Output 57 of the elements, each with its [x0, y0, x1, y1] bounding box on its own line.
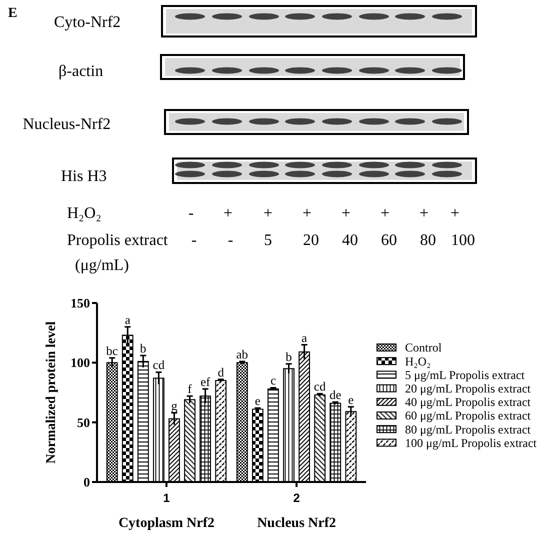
x-tick-label: 1: [163, 491, 170, 505]
text: H₂O₂: [67, 205, 102, 222]
text: 5: [264, 232, 272, 249]
legend-label: 40 μg/mL Propolis extract: [405, 395, 532, 410]
text: 60: [381, 232, 397, 249]
data-label: ef: [200, 374, 211, 389]
data-label: de: [329, 388, 342, 402]
text: Nucleus Nrf2: [257, 516, 336, 531]
text: -: [191, 232, 197, 249]
data-label: b: [286, 350, 292, 364]
data-label: e: [254, 394, 261, 408]
text: +: [302, 205, 312, 222]
text: Nucleus-Nrf2: [22, 116, 111, 133]
text: (μg/mL): [75, 257, 129, 274]
data-label: cd: [314, 380, 326, 394]
data-label: a: [302, 330, 308, 345]
data-label: g: [171, 398, 178, 413]
data-label: bc: [106, 344, 118, 358]
y-tick-label: 150: [70, 296, 90, 311]
legend-label: H₂O₂: [405, 354, 431, 368]
legend-label: 20 μg/mL Propolis extract: [405, 382, 532, 396]
text: +: [380, 205, 390, 222]
data-label: d: [218, 365, 225, 380]
data-label: cd: [152, 358, 166, 372]
y-tick-label: 0: [84, 474, 90, 490]
data-label: ab: [236, 347, 248, 362]
legend-label: 5 μg/mL Propolis extract: [405, 368, 526, 382]
text: 20: [303, 232, 319, 249]
text: 40: [342, 232, 358, 249]
text: Cyto-Nrf2: [54, 14, 121, 31]
data-label: b: [140, 342, 146, 356]
y-axis-title: Normalized protein level: [43, 321, 58, 464]
text: β-actin: [58, 63, 104, 80]
text: E: [8, 6, 18, 21]
text: -: [188, 205, 194, 222]
legend-label: 100 μg/mL Propolis extract: [405, 436, 538, 450]
text: 100: [451, 232, 475, 249]
text: +: [419, 205, 429, 222]
text: Propolis extract: [67, 232, 168, 249]
text: +: [263, 205, 273, 222]
text: +: [450, 205, 460, 222]
legend-label: 80 μg/mL Propolis extract: [405, 422, 532, 436]
text: -: [228, 232, 234, 249]
data-label: f: [188, 382, 193, 396]
data-label: e: [348, 392, 354, 407]
text: His H3: [61, 168, 107, 185]
text: +: [341, 205, 351, 222]
y-tick-label: 100: [70, 355, 90, 370]
data-label: c: [270, 374, 276, 388]
text: +: [223, 205, 233, 222]
legend-label: 60 μg/mL Propolis extract: [405, 408, 532, 423]
data-label: a: [124, 312, 131, 327]
text: 80: [420, 232, 436, 249]
text: Cytoplasm Nrf2: [118, 516, 214, 531]
legend-label: Control: [405, 340, 442, 355]
x-tick-label: 2: [293, 491, 300, 505]
y-tick-label: 50: [77, 414, 90, 430]
